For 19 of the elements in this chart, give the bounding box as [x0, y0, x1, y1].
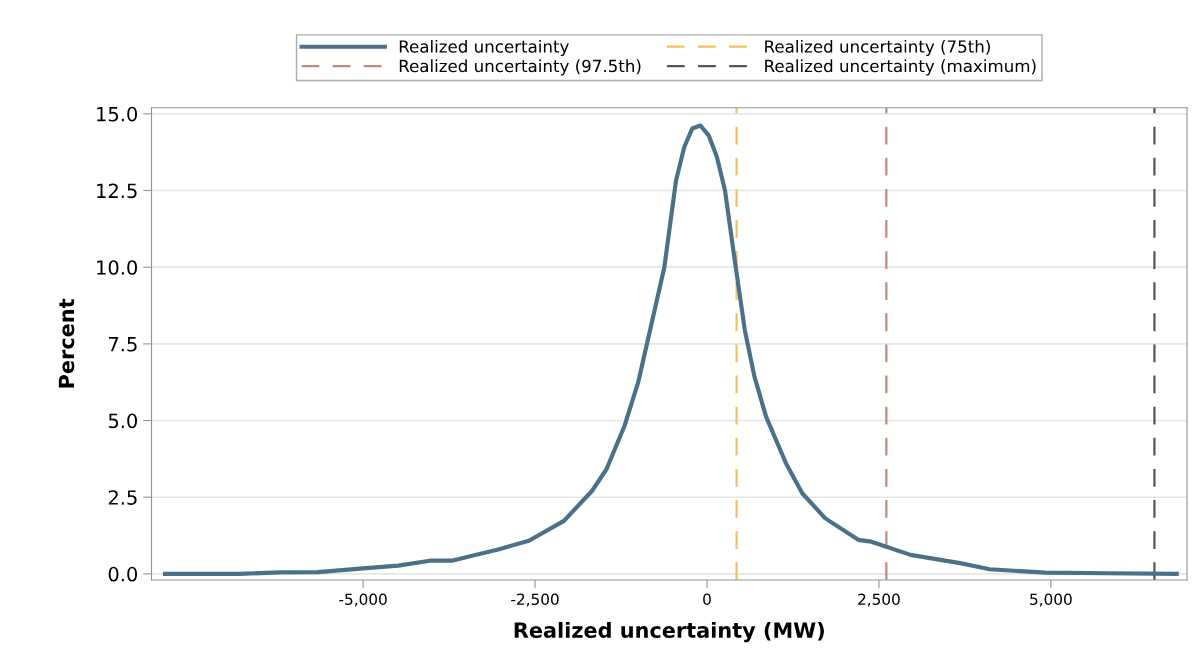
y-tick-label: 7.5	[108, 337, 137, 352]
y-tick-label: 12.5	[97, 183, 137, 199]
x-tick-label: 2,500	[858, 593, 900, 607]
y-axis-title: Percent	[58, 298, 75, 388]
y-tick-label: 0.0	[108, 566, 138, 582]
y-tick-label: 10.0	[97, 260, 138, 275]
legend-label: Realized uncertainty (75th)	[765, 39, 990, 57]
y-tick-label: 15.0	[97, 106, 138, 122]
legend-label: Realized uncertainty	[399, 39, 569, 57]
y-tick-label: 2.5	[108, 490, 137, 505]
legend-label: Realized uncertainty (97.5th)	[399, 59, 641, 76]
x-tick-label: 5,000	[1030, 593, 1072, 607]
line-series	[162, 123, 1179, 576]
y-tick-label: 5.0	[108, 413, 138, 429]
x-tick-label: 0	[703, 593, 711, 606]
legend-label: Realized uncertainty (maximum)	[765, 59, 1036, 76]
x-tick-label: -2,500	[511, 593, 559, 607]
x-tick-label: -5,000	[339, 593, 387, 607]
x-axis-title: Realized uncertainty (MW)	[514, 621, 824, 643]
